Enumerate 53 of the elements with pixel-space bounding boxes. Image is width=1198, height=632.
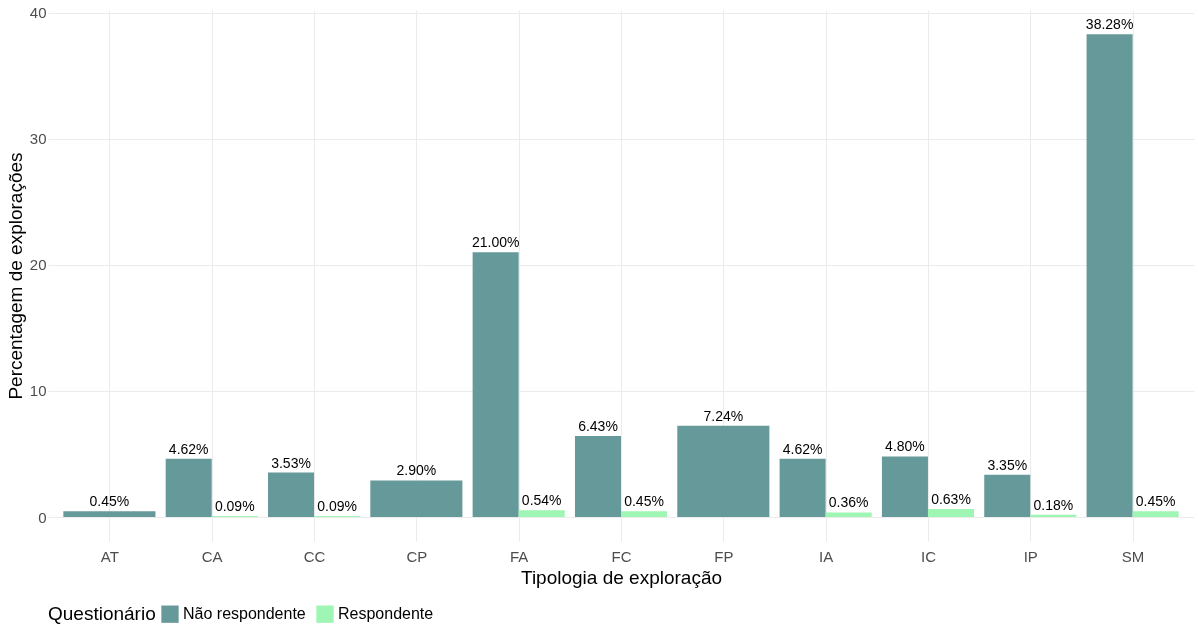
x-tick-label: CC [303, 547, 326, 565]
x-tick-label: CA [201, 547, 223, 565]
data-label: 3.53% [271, 454, 311, 471]
data-label: 6.43% [578, 417, 618, 434]
x-tick-label: IA [819, 547, 834, 565]
x-tick-label: FC [611, 547, 632, 565]
y-tick-label: 20 [29, 256, 47, 274]
data-label: 0.45% [1135, 493, 1176, 510]
data-label: 0.09% [214, 497, 255, 514]
bar [1086, 34, 1133, 518]
data-label: 38.28% [1085, 16, 1134, 33]
data-label: 7.24% [703, 407, 744, 424]
bar [165, 458, 212, 518]
legend-label: Respondente [338, 605, 434, 623]
bar [518, 510, 565, 518]
x-tick-label: AT [100, 547, 119, 565]
y-tick-label: 40 [29, 4, 47, 22]
y-axis-title: Percentagem de explorações [4, 152, 26, 400]
data-label: 3.35% [987, 456, 1028, 473]
bar [472, 252, 519, 518]
data-label: 0.09% [317, 497, 357, 514]
data-label: 4.62% [168, 440, 209, 457]
bar [1132, 511, 1179, 518]
data-label: 0.18% [1033, 496, 1074, 513]
bar [881, 456, 928, 518]
data-label: 0.36% [828, 494, 869, 511]
bar [779, 458, 826, 518]
data-label: 0.63% [931, 491, 971, 508]
x-tick-label: FA [510, 547, 529, 565]
x-axis-title: Tipologia de exploração [520, 566, 723, 588]
bar [825, 512, 872, 518]
data-label: 0.45% [624, 493, 664, 510]
x-tick-label: SM [1121, 547, 1145, 565]
bar [927, 509, 975, 518]
y-tick-label: 30 [29, 130, 47, 148]
data-label: 0.45% [89, 493, 130, 510]
bar [984, 474, 1031, 518]
y-tick-label: 0 [38, 508, 47, 526]
data-label: 21.00% [471, 234, 520, 251]
data-label: 4.62% [782, 440, 823, 457]
x-tick-label: FP [714, 547, 734, 565]
x-tick-label: IP [1023, 547, 1038, 565]
bar [621, 511, 668, 518]
data-label: 4.80% [885, 438, 925, 455]
y-tick-label: 10 [29, 382, 47, 400]
data-label: 0.54% [521, 492, 562, 509]
data-label: 2.90% [396, 462, 437, 479]
bar [267, 472, 315, 518]
bar [574, 435, 621, 518]
legend-label: Não respondente [183, 605, 306, 623]
legend-title: Questionário [48, 603, 156, 624]
x-tick-label: IC [920, 547, 937, 565]
x-tick-label: CP [406, 547, 428, 565]
